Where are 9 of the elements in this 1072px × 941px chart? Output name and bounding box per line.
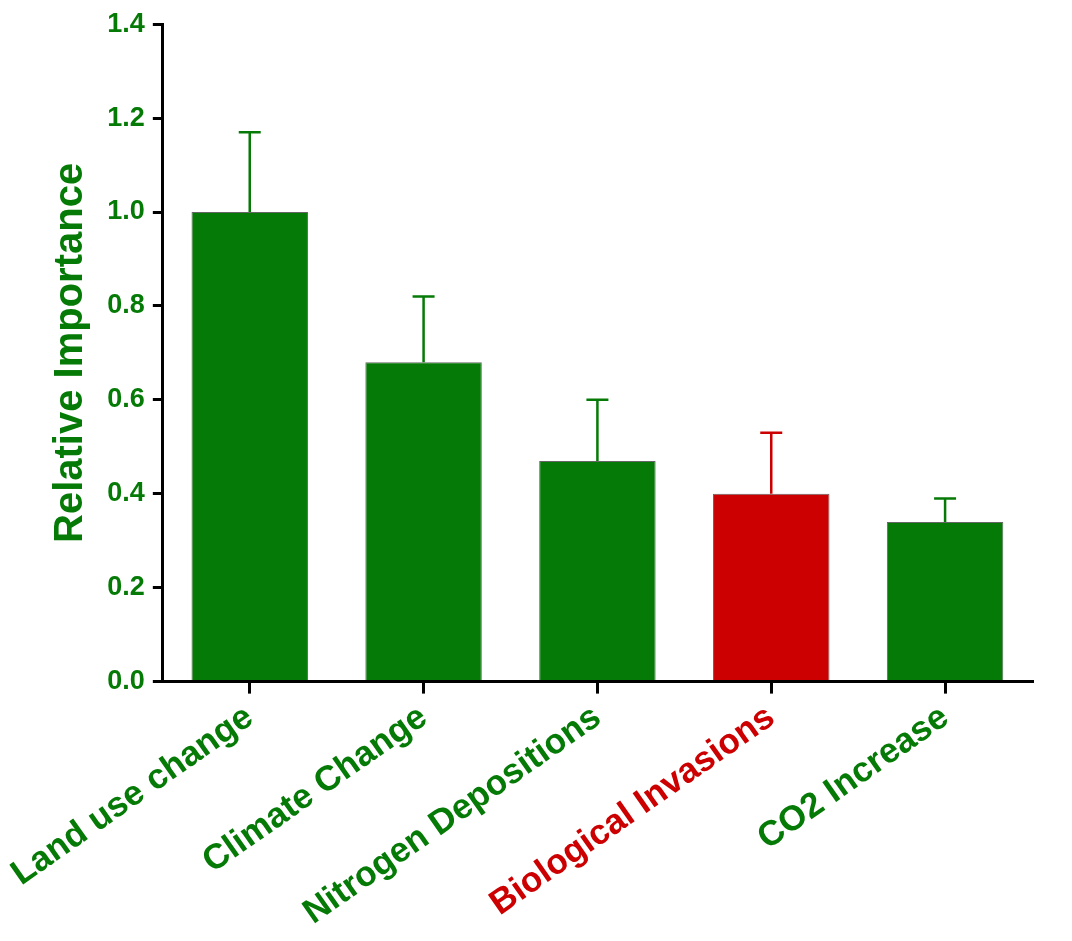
y-tick-label: 0.6 (107, 383, 145, 414)
y-tick-label: 1.0 (107, 195, 145, 226)
y-tick-label: 0.4 (107, 477, 145, 508)
y-tick-label: 0.2 (107, 571, 145, 602)
y-tick-label: 1.2 (107, 101, 145, 132)
y-tick-label: 1.4 (107, 7, 145, 38)
y-tick-label: 0.8 (107, 289, 145, 320)
y-tick-label: 0.0 (107, 665, 145, 696)
y-axis-title: Relative Importance (46, 162, 91, 543)
